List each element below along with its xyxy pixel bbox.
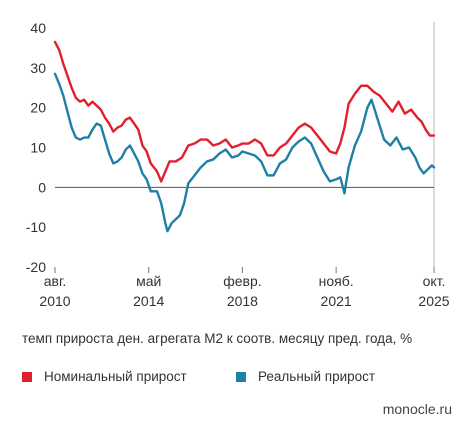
x-tick-label: окт. — [423, 273, 446, 289]
y-tick-label: -10 — [26, 219, 46, 235]
x-tick-label: февр. — [223, 273, 261, 289]
y-tick-label: 30 — [30, 60, 46, 76]
y-tick-label: 20 — [30, 100, 46, 116]
x-tick-label: 2018 — [227, 293, 258, 309]
legend-label-nominal: Номинальный прирост — [44, 369, 187, 384]
legend-label-real: Реальный прирост — [258, 369, 376, 384]
chart-caption: темп прироста ден. агрегата М2 к соотв. … — [22, 331, 413, 346]
y-tick-label: -20 — [26, 259, 46, 275]
legend-swatch-nominal — [22, 371, 32, 382]
x-tick-label: 2010 — [39, 293, 70, 309]
brand-label: monocle.ru — [382, 401, 452, 417]
x-tick-label: 2021 — [321, 293, 352, 309]
y-tick-label: 40 — [30, 20, 46, 36]
y-tick-label: 0 — [38, 179, 46, 195]
x-tick-label: май — [136, 273, 161, 289]
series-line-real — [53, 72, 436, 233]
legend-swatch-real — [236, 371, 246, 382]
x-tick-label: нояб. — [319, 273, 354, 289]
x-tick-label: 2025 — [418, 293, 449, 309]
series-line-nominal — [53, 40, 436, 183]
legend-item-real: Реальный прирост — [236, 369, 375, 384]
legend-item-nominal: Номинальный прирост — [22, 369, 187, 384]
y-tick-label: 10 — [30, 140, 46, 156]
x-tick-label: 2014 — [133, 293, 164, 309]
x-tick-label: авг. — [44, 273, 67, 289]
